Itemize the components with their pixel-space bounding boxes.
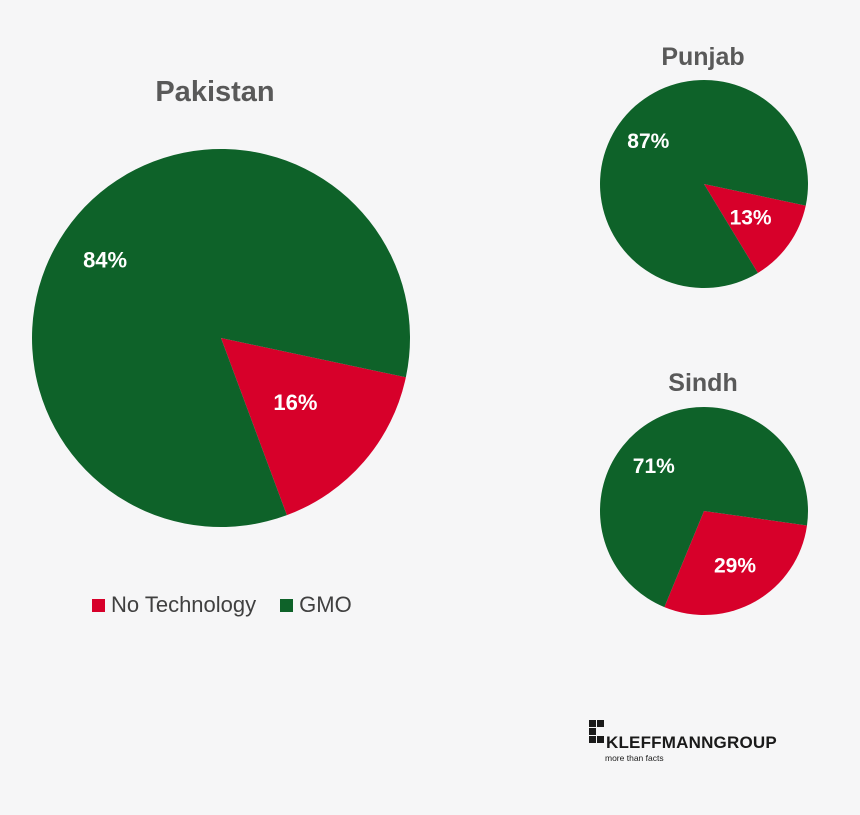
chart-title-sindh: Sindh: [668, 369, 737, 397]
slice-label-sindh-gmo: 71%: [633, 455, 675, 478]
legend-item-no-technology: No Technology: [92, 592, 256, 618]
legend-swatch-gmo: [280, 598, 294, 612]
legend: No Technology GMO: [92, 590, 352, 620]
legend-swatch-no-technology: [92, 598, 105, 612]
slice-label-pakistan-gmo: 84%: [83, 248, 127, 273]
pie-slice-sindh-no-technology: [664, 511, 807, 615]
slice-label-punjab-no-technology: 13%: [730, 207, 772, 230]
pie-slice-pakistan-gmo: [32, 149, 411, 528]
pie-slice-sindh-gmo: [600, 406, 809, 608]
legend-item-gmo: GMO: [280, 592, 352, 618]
pie-chart-pakistan: Pakistan 16% 84%: [32, 76, 411, 528]
chart-title-punjab: Punjab: [661, 43, 744, 71]
slice-label-sindh-no-technology: 29%: [714, 555, 756, 578]
kleffmann-logo: KLEFFMANNGROUP more than facts: [589, 720, 839, 770]
logo-name: KLEFFMANNGROUP: [606, 733, 777, 752]
logo-tagline: more than facts: [605, 753, 664, 763]
pie-slice-punjab-gmo: [600, 79, 809, 288]
logo-mark-icon: [589, 720, 605, 750]
chart-title-pakistan: Pakistan: [155, 76, 274, 108]
legend-label-no-technology: No Technology: [111, 592, 257, 617]
pie-slice-punjab-no-technology: [704, 184, 806, 273]
slice-label-pakistan-no-technology: 16%: [273, 390, 317, 415]
pie-slice-pakistan-no-technology: [221, 338, 406, 516]
legend-label-gmo: GMO: [299, 592, 352, 617]
slice-label-punjab-gmo: 87%: [627, 130, 669, 153]
pie-chart-punjab: Punjab 13% 87%: [600, 43, 809, 288]
pie-chart-sindh: Sindh 29% 71%: [600, 369, 809, 615]
